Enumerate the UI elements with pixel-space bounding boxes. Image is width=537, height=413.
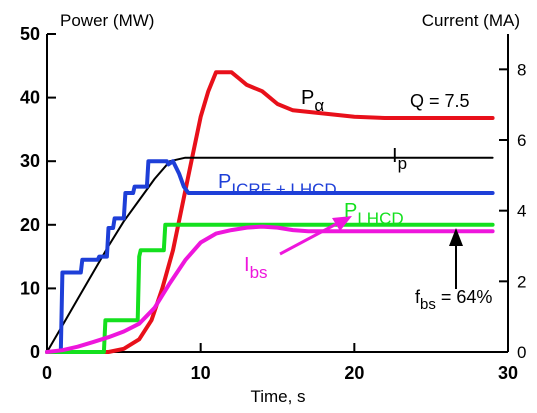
- left-y-tick-label: 30: [20, 151, 40, 171]
- left-axis-title: Power (MW): [60, 11, 154, 30]
- ibs-arrowhead: [332, 216, 352, 231]
- right-y-tick-label: 4: [517, 202, 526, 221]
- p-lhcd-label: PLHCD: [344, 200, 404, 228]
- series-layer: [45, 70, 495, 354]
- series-line-p-lhcd: [45, 222, 495, 354]
- x-tick-label: 30: [498, 363, 518, 383]
- right-y-tick-label: 2: [517, 272, 526, 291]
- x-tick-label: 20: [344, 363, 364, 383]
- right-y-tick-label: 6: [517, 131, 526, 150]
- left-y-tick-label: 50: [20, 24, 40, 44]
- x-tick-label: 0: [42, 363, 52, 383]
- x-axis-title: Time, s: [250, 387, 305, 406]
- series-line-i-bs: [45, 224, 495, 354]
- series-line-i-p: [46, 156, 494, 353]
- fbs-arrowhead: [449, 228, 463, 246]
- fbs-label: fbs = 64%: [415, 287, 492, 313]
- left-y-tick-label: 0: [30, 342, 40, 362]
- annotation-arrows: [279, 216, 463, 289]
- p-alpha-label: Pα: [301, 87, 324, 115]
- left-y-tick-label: 10: [20, 278, 40, 298]
- ibs-arrow-line: [279, 220, 341, 256]
- series-line-p-alpha: [45, 70, 495, 354]
- ip-label: Ip: [392, 145, 407, 173]
- axes: [46, 34, 509, 353]
- ibs-label: Ibs: [244, 254, 268, 282]
- right-y-tick-label: 8: [517, 60, 526, 79]
- p-icrf-lhcd-label: PICRF + LHCD: [218, 171, 337, 199]
- q-value-label: Q = 7.5: [410, 91, 470, 111]
- right-y-tick-label: 0: [517, 343, 526, 362]
- left-y-tick-label: 40: [20, 88, 40, 108]
- right-axis-title: Current (MA): [422, 11, 520, 30]
- series-line-p-icrf-lhcd: [45, 159, 495, 354]
- left-y-tick-label: 20: [20, 215, 40, 235]
- x-tick-label: 10: [191, 363, 211, 383]
